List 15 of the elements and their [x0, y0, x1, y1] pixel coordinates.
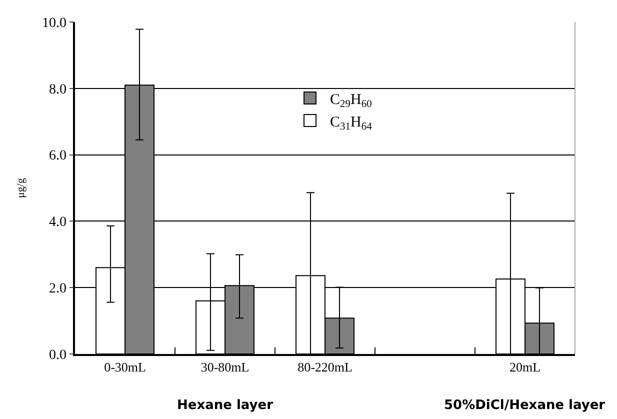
y-tick-label: 8.0 [48, 82, 66, 98]
legend-label: C$_{31}$H$_{64}$ [330, 114, 373, 133]
y-axis-title: μg/g [15, 178, 28, 198]
y-tick-label: 4.0 [48, 215, 66, 230]
y-tick-label: 2.0 [48, 282, 66, 296]
x-tick-label: 80-220mL [298, 359, 352, 374]
y-tick-label: 0.0 [48, 348, 66, 363]
y-tick-label: 6.0 [48, 148, 66, 164]
y-tick-label: 10.0 [42, 16, 66, 31]
text: Hexane layer [177, 398, 274, 413]
x-tick-label: 20mL [509, 359, 541, 374]
text: 50%DiCl/Hexane layer [444, 398, 606, 413]
x-tick-label: 30-80mL [200, 359, 250, 374]
x-tick-label: 0-30mL [104, 359, 146, 374]
legend-label: C$_{29}$H$_{60}$ [330, 92, 372, 110]
